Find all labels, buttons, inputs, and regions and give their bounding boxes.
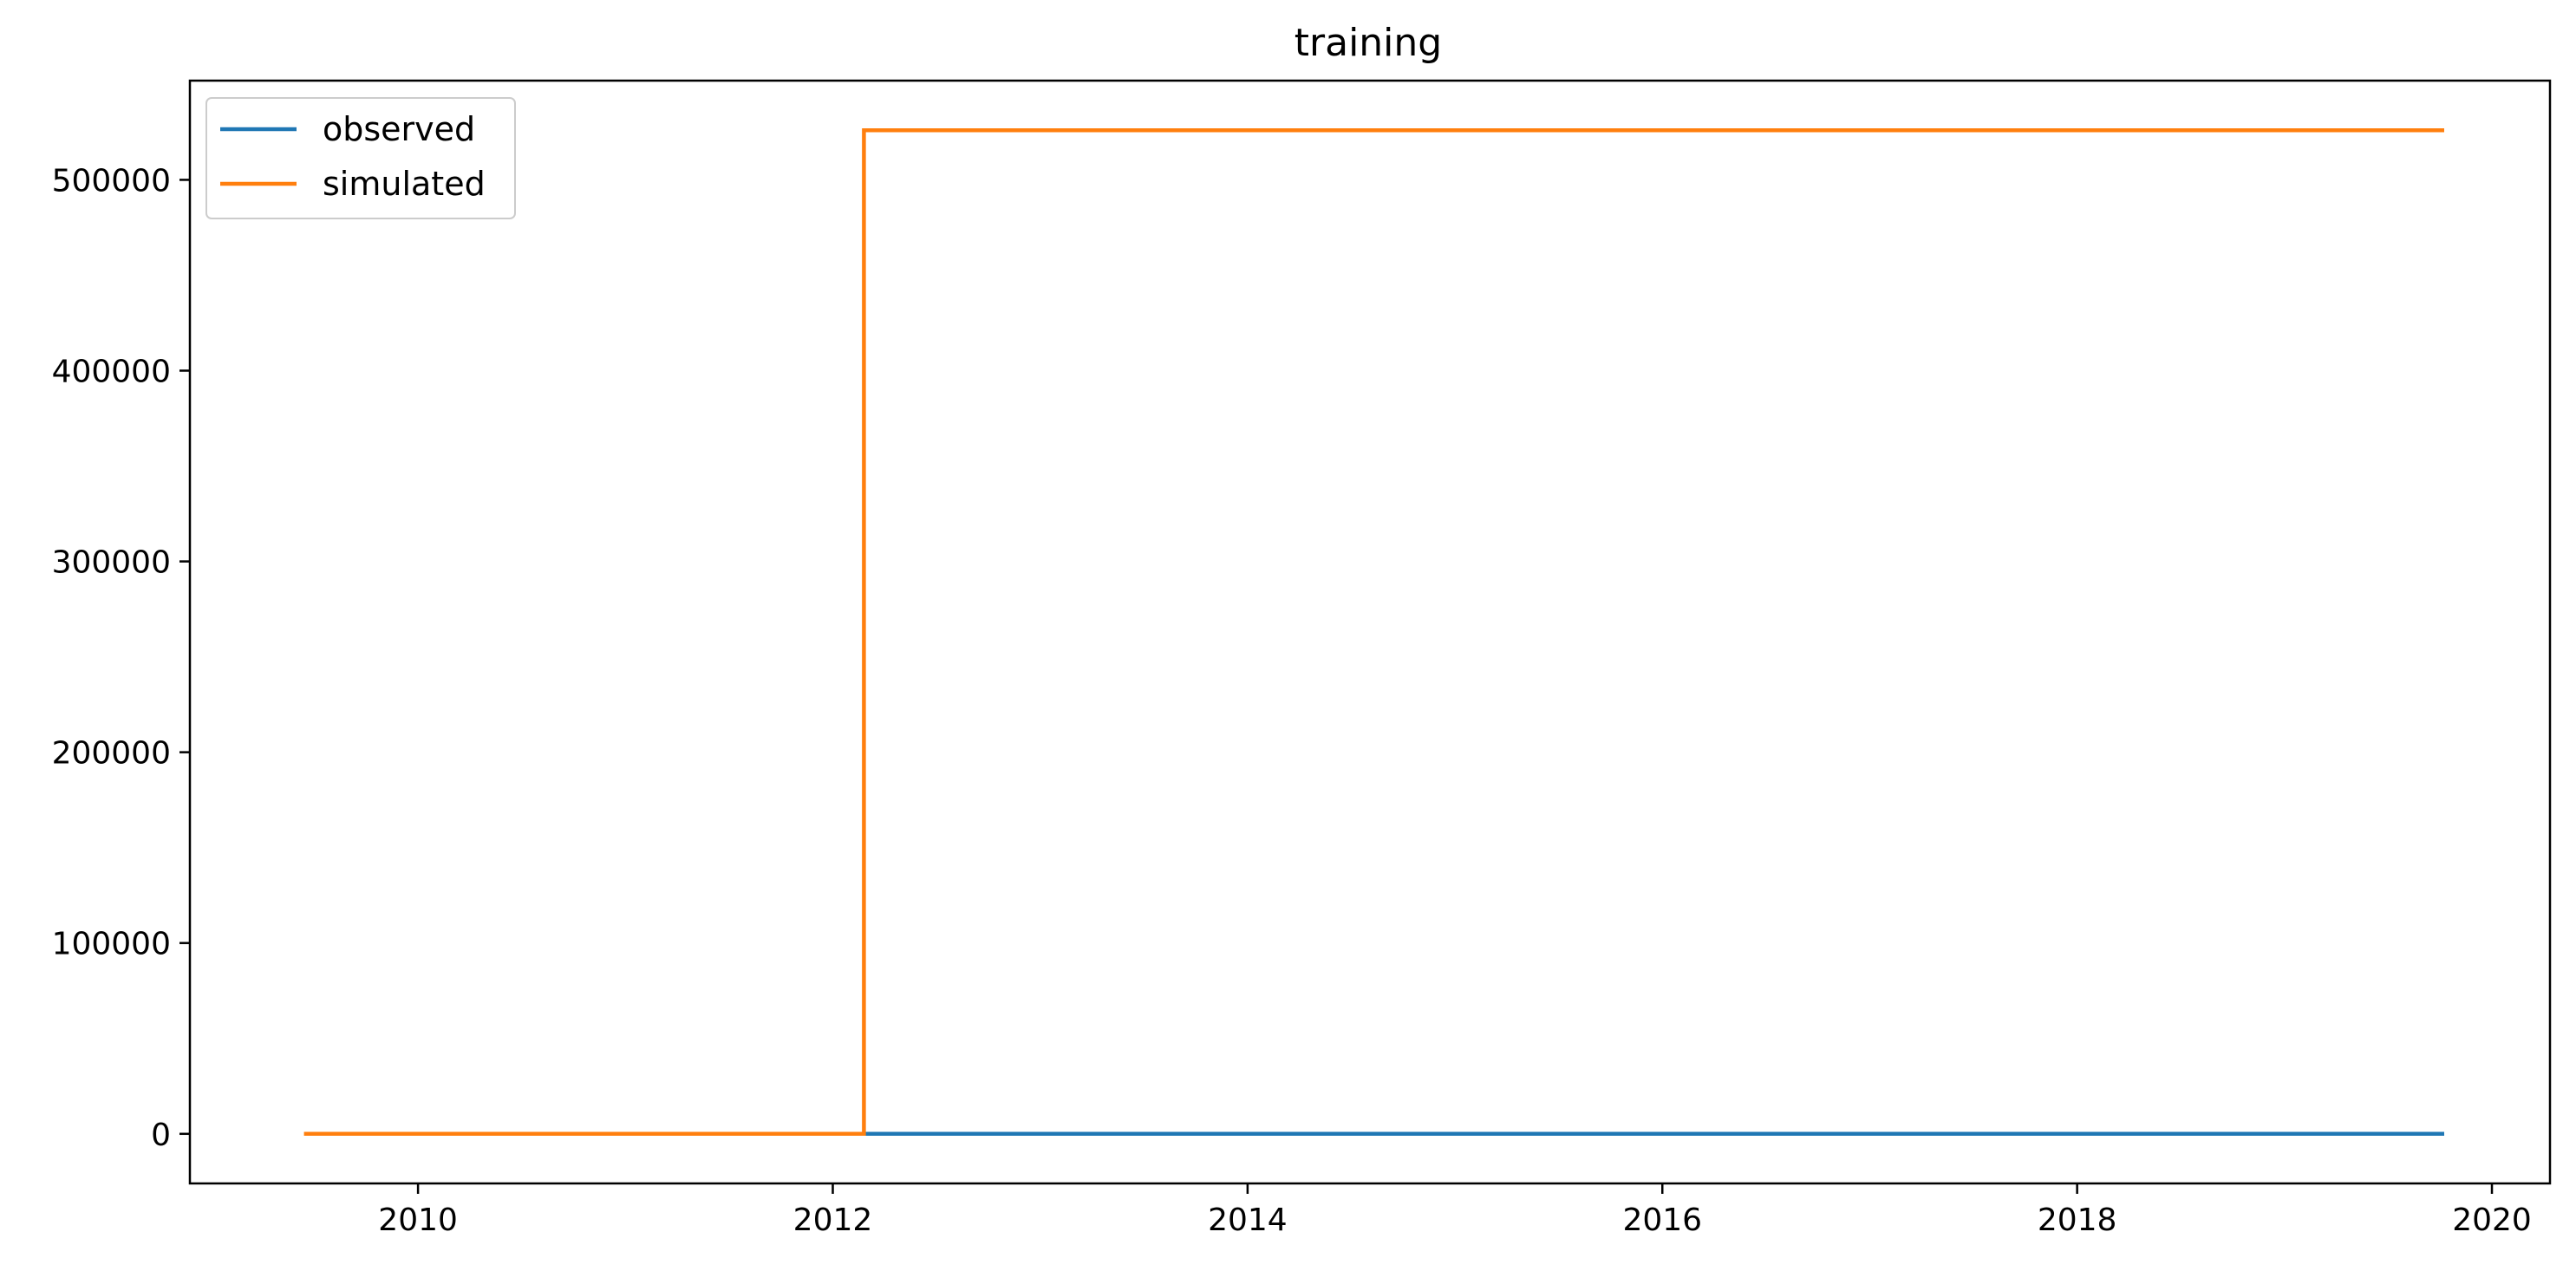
y-tick-label: 200000 <box>52 736 171 772</box>
y-tick-label: 0 <box>151 1118 171 1153</box>
y-tick-label: 400000 <box>52 355 171 390</box>
y-tick-label: 500000 <box>52 163 171 199</box>
x-tick-label: 2014 <box>1208 1203 1288 1238</box>
y-tick-label: 100000 <box>52 927 171 962</box>
x-tick-label: 2020 <box>2452 1203 2532 1238</box>
x-tick-label: 2010 <box>378 1203 458 1238</box>
plot-area <box>303 127 2444 1137</box>
x-tick-label: 2018 <box>2038 1203 2117 1238</box>
legend: observed simulated <box>205 97 516 219</box>
x-tick-label: 2016 <box>1622 1203 1702 1238</box>
x-axis: 2010 2012 2014 2016 2018 2020 <box>378 1183 2532 1238</box>
y-tick-label: 300000 <box>52 545 171 581</box>
chart-title: training <box>1295 21 1442 65</box>
plot-frame <box>188 79 2552 1185</box>
series-line-simulated <box>303 127 2444 1137</box>
y-axis: 0 100000 200000 300000 400000 500000 <box>52 163 190 1153</box>
legend-label-simulated: simulated <box>323 165 486 203</box>
x-tick-label: 2012 <box>793 1203 873 1238</box>
legend-label-observed: observed <box>323 110 475 148</box>
